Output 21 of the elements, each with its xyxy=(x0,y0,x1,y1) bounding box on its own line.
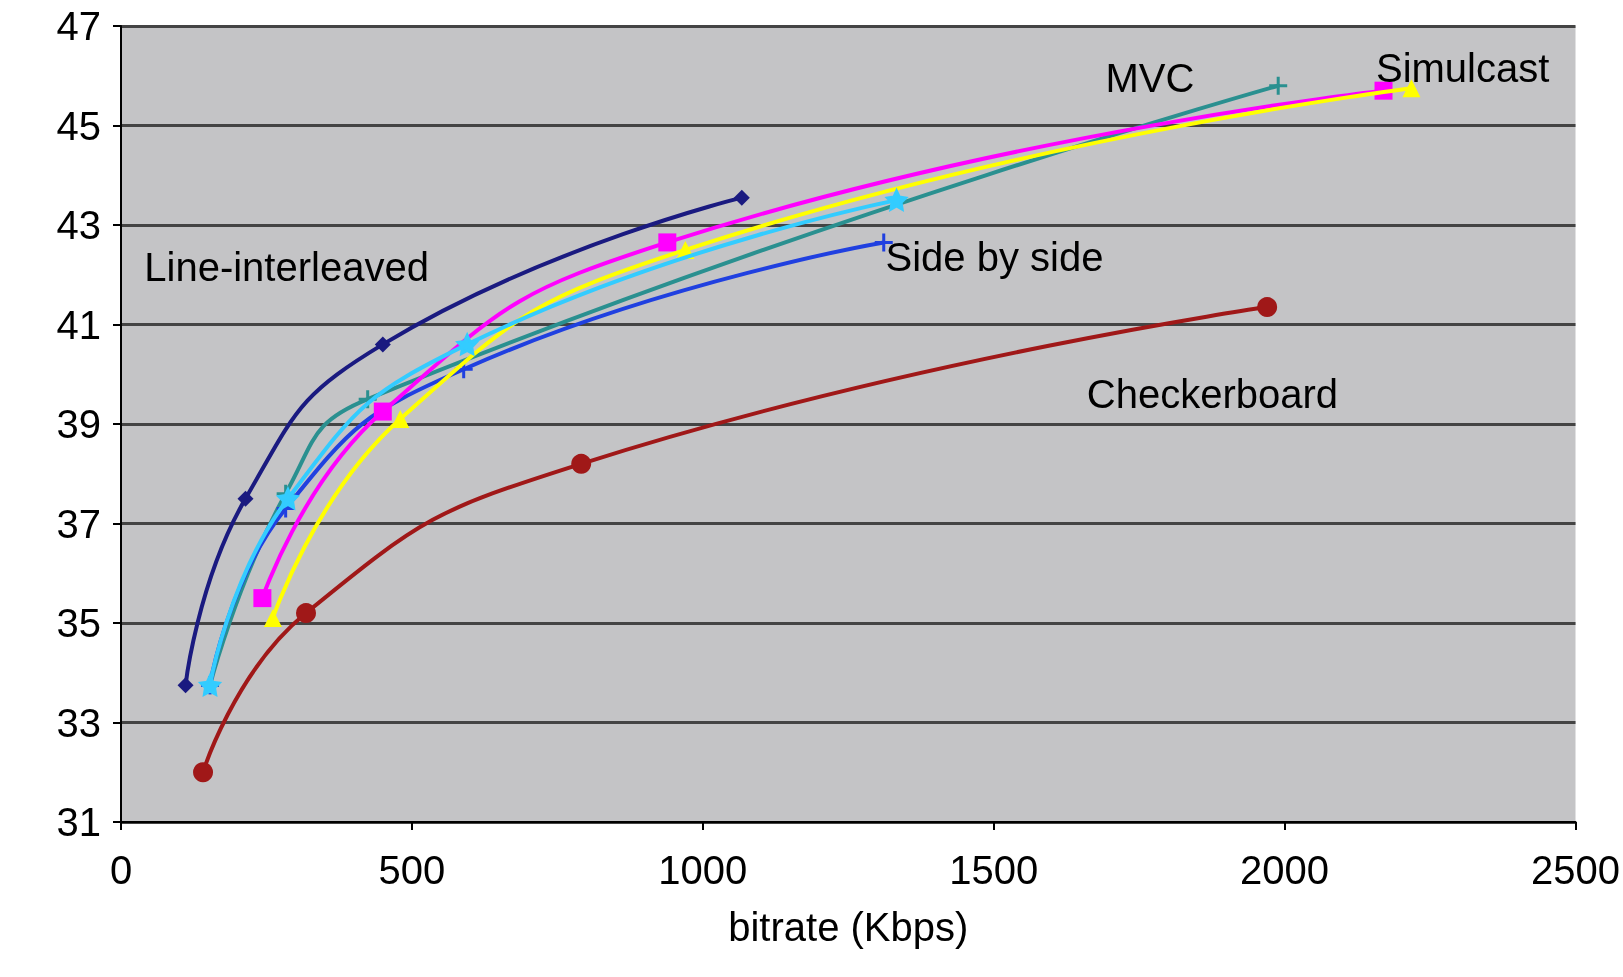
series-label: MVC xyxy=(1105,55,1195,100)
x-tick-label: 1000 xyxy=(658,848,748,892)
y-tick-label: 33 xyxy=(56,700,101,745)
x-tick-label: 2500 xyxy=(1531,848,1620,892)
x-tick-label: 2000 xyxy=(1240,848,1330,892)
y-tick-label: 35 xyxy=(56,601,101,645)
series-label: Simulcast xyxy=(1375,46,1550,91)
x-axis-title: bitrate (Kbps) xyxy=(728,905,969,949)
y-tick-label: 31 xyxy=(56,800,101,844)
series-label: Side by side xyxy=(885,234,1104,279)
x-tick-label: 500 xyxy=(378,848,446,892)
y-tick-label: 47 xyxy=(56,4,101,48)
y-tick-label: 41 xyxy=(56,302,101,347)
x-tick-label: 1500 xyxy=(949,848,1039,892)
y-tick-label: 37 xyxy=(56,501,101,546)
series-label: Checkerboard xyxy=(1086,372,1339,417)
y-tick-label: 45 xyxy=(56,103,101,148)
y-tick-label: 39 xyxy=(56,402,101,446)
x-tick-label: 0 xyxy=(109,848,133,892)
series-label: Line-interleaved xyxy=(144,245,429,290)
y-tick-label: 43 xyxy=(56,203,101,247)
